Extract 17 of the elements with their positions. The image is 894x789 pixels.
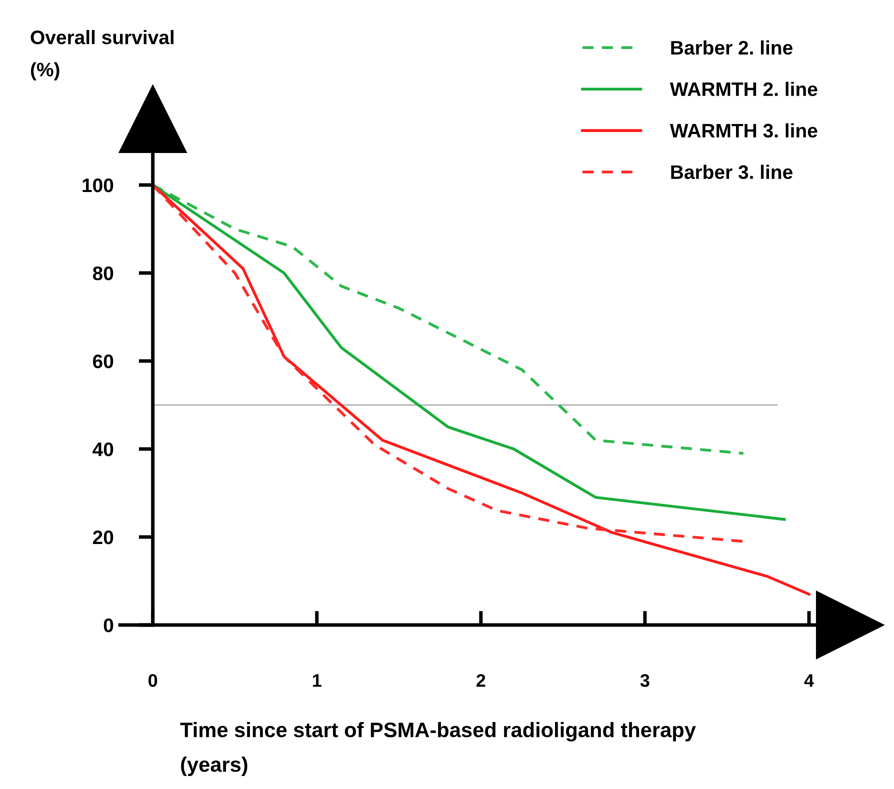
x-tick-label: 1 — [312, 674, 322, 687]
x-axis-title: Time since start of PSMA-based radioligand therapy (years) — [180, 722, 696, 776]
x-tick-label: 3 — [640, 674, 650, 687]
legend-label: WARMTH 2. line — [670, 82, 818, 96]
y-tick-label: 80 — [92, 266, 114, 280]
y-tick-label: 40 — [92, 442, 114, 456]
legend-label: WARMTH 3. line — [670, 123, 818, 138]
y-axis-title: Overall survival (%) — [30, 30, 174, 80]
y-tick-label: 20 — [92, 530, 114, 544]
legend-label: Barber 2. line — [671, 40, 792, 55]
y-tick-label: 0 — [104, 618, 114, 632]
y-tick-label: 100 — [82, 178, 114, 192]
legend-label: Barber 3. line — [671, 164, 792, 180]
x-tick-label: 4 — [804, 674, 814, 687]
x-tick-label: 0 — [148, 674, 158, 687]
x-tick-label: 2 — [476, 674, 486, 687]
y-tick-label: 60 — [93, 354, 114, 368]
